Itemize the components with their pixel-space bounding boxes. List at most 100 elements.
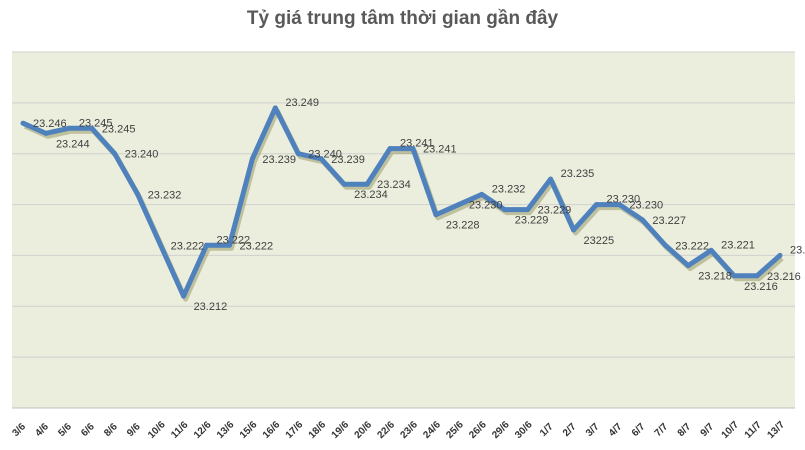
x-tick-label: 8/7 <box>676 421 694 439</box>
data-label: 23.234 <box>377 179 411 191</box>
x-tick-label: 30/6 <box>513 419 535 441</box>
data-label: 23.234 <box>354 189 388 201</box>
data-point <box>135 191 141 197</box>
x-tick-label: 9/7 <box>699 421 717 439</box>
data-point <box>318 156 324 162</box>
data-label: 23.245 <box>102 123 136 135</box>
data-point <box>593 202 599 208</box>
data-point <box>272 105 278 111</box>
x-tick-label: 26/6 <box>467 419 489 441</box>
data-label: 23.216 <box>767 271 801 283</box>
data-point <box>708 247 714 253</box>
data-label: 23.222 <box>217 234 251 246</box>
data-point <box>249 156 255 162</box>
data-point <box>226 242 232 248</box>
x-tick-label: 5/6 <box>56 421 74 439</box>
data-point <box>731 273 737 279</box>
data-label: 23.222 <box>239 240 273 252</box>
x-tick-label: 2/7 <box>561 421 579 439</box>
data-label: 23.221 <box>721 239 755 251</box>
data-label: 23.241 <box>400 138 434 150</box>
data-point <box>364 181 370 187</box>
data-label: 23.222 <box>675 240 709 252</box>
data-label: 23.240 <box>125 149 159 161</box>
data-point <box>525 207 531 213</box>
data-point <box>433 212 439 218</box>
data-point <box>639 217 645 223</box>
x-tick-label: 19/6 <box>330 419 352 441</box>
x-tick-label: 23/6 <box>398 419 420 441</box>
data-point <box>571 227 577 233</box>
data-point <box>66 125 72 131</box>
data-label: 23.212 <box>194 301 228 313</box>
data-label: 23.239 <box>262 154 296 166</box>
x-tick-label: 8/6 <box>102 421 120 439</box>
x-tick-label: 25/6 <box>444 419 466 441</box>
x-tick-label: 7/7 <box>653 421 671 439</box>
x-tick-label: 12/6 <box>192 419 214 441</box>
data-point <box>502 207 508 213</box>
x-tick-label: 3/6 <box>10 421 28 439</box>
data-label: 23.232 <box>148 189 182 201</box>
x-tick-label: 3/7 <box>584 421 602 439</box>
x-tick-label: 11/7 <box>743 419 764 440</box>
data-label: 23.230 <box>629 200 663 212</box>
plot-area <box>12 52 795 408</box>
data-label: 23.229 <box>515 215 549 227</box>
x-tick-label: 24/6 <box>421 419 443 441</box>
x-tick-label: 4/6 <box>33 421 51 439</box>
data-label: 23.240 <box>308 149 342 161</box>
data-label: 23.246 <box>33 118 67 130</box>
data-point <box>456 202 462 208</box>
data-point <box>662 242 668 248</box>
x-tick-label: 11/6 <box>169 419 190 440</box>
x-tick-label: 22/6 <box>375 419 397 441</box>
data-label: 23.229 <box>538 205 572 217</box>
data-label: 23.218 <box>698 271 732 283</box>
data-point <box>685 263 691 269</box>
data-point <box>204 242 210 248</box>
x-tick-label: 1/7 <box>538 421 556 439</box>
x-tick-label: 13/6 <box>215 419 237 441</box>
data-label: 23.227 <box>652 215 686 227</box>
x-tick-label: 16/6 <box>261 419 283 441</box>
x-tick-label: 17/6 <box>284 419 306 441</box>
x-tick-label: 20/6 <box>353 419 375 441</box>
chart-title: Tỷ giá trung tâm thời gian gần đây <box>246 8 559 29</box>
data-point <box>20 120 26 126</box>
data-point <box>548 176 554 182</box>
data-label: 23.239 <box>331 154 365 166</box>
data-label: 23.228 <box>446 220 480 232</box>
data-label: 23.230 <box>469 200 503 212</box>
data-point <box>112 151 118 157</box>
data-label: 23.241 <box>423 144 457 156</box>
x-tick-label: 4/7 <box>607 421 625 439</box>
x-tick-label: 15/6 <box>238 419 260 441</box>
data-point <box>181 293 187 299</box>
data-point <box>43 130 49 136</box>
data-label: 23.244 <box>56 138 90 150</box>
data-point <box>387 146 393 152</box>
series-line <box>21 105 782 299</box>
x-tick-label: 6/7 <box>630 421 648 439</box>
x-tick-label: 9/6 <box>125 421 143 439</box>
data-point <box>479 191 485 197</box>
x-tick-label: 18/6 <box>307 419 329 441</box>
data-label: 23.235 <box>561 168 595 180</box>
data-point <box>295 151 301 157</box>
data-label: 23.220 <box>790 244 805 256</box>
data-point <box>158 242 164 248</box>
data-point <box>754 273 760 279</box>
data-label: 23.216 <box>744 281 778 293</box>
data-point <box>777 252 783 258</box>
data-point <box>89 125 95 131</box>
data-point <box>341 181 347 187</box>
x-tick-label: 6/6 <box>79 421 97 439</box>
data-point <box>410 146 416 152</box>
x-tick-label: 29/6 <box>490 419 512 441</box>
data-label: 23.232 <box>492 183 526 195</box>
data-label: 23.230 <box>606 194 640 206</box>
data-point <box>616 202 622 208</box>
data-label: 23225 <box>584 235 615 247</box>
